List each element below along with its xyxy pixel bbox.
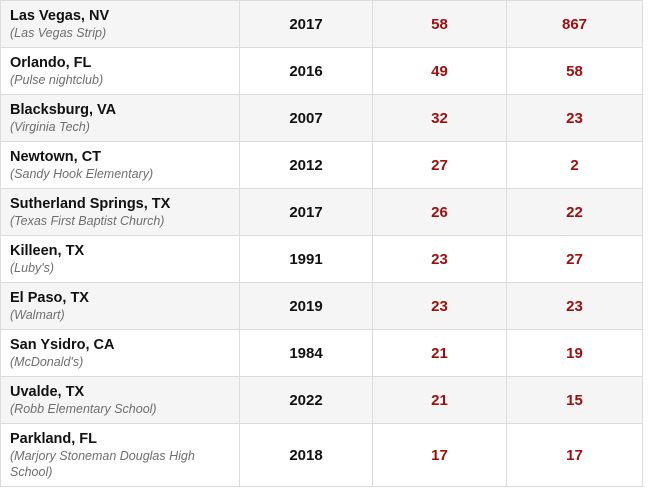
city-name: Parkland, FL: [10, 431, 98, 447]
location-cell: Newtown, CT (Sandy Hook Elementary): [0, 141, 240, 189]
table-row: Uvalde, TX (Robb Elementary School) 2022…: [0, 376, 643, 424]
injured-cell: 22: [506, 188, 643, 236]
injured-cell: 23: [506, 94, 643, 142]
year-cell: 2017: [239, 188, 373, 236]
city-name: Uvalde, TX: [10, 384, 85, 400]
year-cell: 2018: [239, 423, 373, 487]
killed-cell: 58: [372, 0, 507, 48]
city-name: Las Vegas, NV: [10, 8, 110, 24]
city-name: Orlando, FL: [10, 55, 92, 71]
location-cell: Parkland, FL (Marjory Stoneman Douglas H…: [0, 423, 240, 487]
location-cell: Blacksburg, VA (Virginia Tech): [0, 94, 240, 142]
location-cell: Orlando, FL (Pulse nightclub): [0, 47, 240, 95]
venue-name: (Walmart): [10, 308, 65, 322]
injured-cell: 23: [506, 282, 643, 330]
table-row: Newtown, CT (Sandy Hook Elementary) 2012…: [0, 141, 643, 189]
table-row: El Paso, TX (Walmart) 2019 23 23: [0, 282, 643, 330]
city-name: Sutherland Springs, TX: [10, 196, 171, 212]
killed-cell: 23: [372, 235, 507, 283]
table-row: Sutherland Springs, TX (Texas First Bapt…: [0, 188, 643, 236]
year-cell: 1991: [239, 235, 373, 283]
location-cell: San Ysidro, CA (McDonald's): [0, 329, 240, 377]
injured-cell: 19: [506, 329, 643, 377]
table-row: San Ysidro, CA (McDonald's) 1984 21 19: [0, 329, 643, 377]
venue-name: (Robb Elementary School): [10, 402, 157, 416]
year-cell: 2022: [239, 376, 373, 424]
table-row: Las Vegas, NV (Las Vegas Strip) 2017 58 …: [0, 0, 643, 48]
location-cell: Killeen, TX (Luby's): [0, 235, 240, 283]
table-row: Killeen, TX (Luby's) 1991 23 27: [0, 235, 643, 283]
killed-cell: 27: [372, 141, 507, 189]
year-cell: 2017: [239, 0, 373, 48]
year-cell: 2007: [239, 94, 373, 142]
venue-name: (Marjory Stoneman Douglas High School): [10, 449, 195, 479]
killed-cell: 23: [372, 282, 507, 330]
killed-cell: 17: [372, 423, 507, 487]
venue-name: (Pulse nightclub): [10, 73, 104, 87]
year-cell: 1984: [239, 329, 373, 377]
year-cell: 2019: [239, 282, 373, 330]
killed-cell: 49: [372, 47, 507, 95]
venue-name: (Texas First Baptist Church): [10, 214, 165, 228]
injured-cell: 867: [506, 0, 643, 48]
venue-name: (Virginia Tech): [10, 120, 90, 134]
killed-cell: 32: [372, 94, 507, 142]
city-name: Blacksburg, VA: [10, 102, 117, 118]
injured-cell: 2: [506, 141, 643, 189]
year-cell: 2016: [239, 47, 373, 95]
killed-cell: 21: [372, 376, 507, 424]
table-row: Orlando, FL (Pulse nightclub) 2016 49 58: [0, 47, 643, 95]
year-cell: 2012: [239, 141, 373, 189]
table-row: Parkland, FL (Marjory Stoneman Douglas H…: [0, 423, 643, 487]
killed-cell: 21: [372, 329, 507, 377]
location-cell: El Paso, TX (Walmart): [0, 282, 240, 330]
killed-cell: 26: [372, 188, 507, 236]
venue-name: (Las Vegas Strip): [10, 26, 107, 40]
location-cell: Uvalde, TX (Robb Elementary School): [0, 376, 240, 424]
city-name: Newtown, CT: [10, 149, 102, 165]
table-row: Blacksburg, VA (Virginia Tech) 2007 32 2…: [0, 94, 643, 142]
city-name: Killeen, TX: [10, 243, 85, 259]
injured-cell: 15: [506, 376, 643, 424]
venue-name: (McDonald's): [10, 355, 84, 369]
injured-cell: 58: [506, 47, 643, 95]
injured-cell: 27: [506, 235, 643, 283]
venue-name: (Luby's): [10, 261, 55, 275]
city-name: El Paso, TX: [10, 290, 89, 306]
location-cell: Las Vegas, NV (Las Vegas Strip): [0, 0, 240, 48]
location-cell: Sutherland Springs, TX (Texas First Bapt…: [0, 188, 240, 236]
injured-cell: 17: [506, 423, 643, 487]
venue-name: (Sandy Hook Elementary): [10, 167, 154, 181]
city-name: San Ysidro, CA: [10, 337, 115, 353]
